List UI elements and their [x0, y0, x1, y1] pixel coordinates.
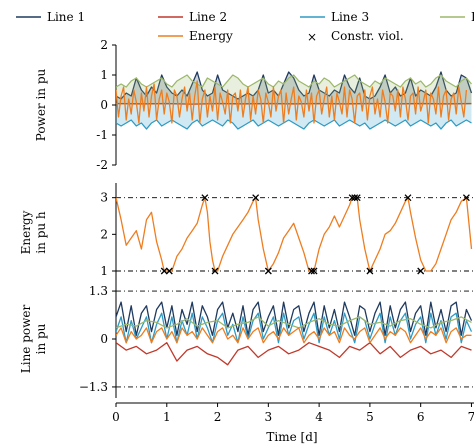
legend-label: Line 1 — [47, 10, 85, 24]
x-tick-label: 2 — [214, 410, 222, 424]
y-tick-label: 2 — [100, 38, 108, 52]
series-group — [116, 301, 473, 366]
x-tick-label: 1 — [163, 410, 171, 424]
legend-item-line-3: Line 3 — [300, 10, 369, 24]
legend-item-constr-viol: × Constr. viol. — [307, 29, 404, 44]
legend-marker-x-icon: × — [307, 30, 317, 44]
y-tick-label: 3 — [100, 191, 108, 205]
series-line-line-1 — [116, 71, 473, 100]
y-axis-label-line: in pu — [34, 323, 48, 354]
y-tick-label: 0 — [100, 332, 108, 346]
constraint-violation-marker — [348, 194, 356, 202]
legend: Line 1 Line 2 Line 3 Line 4 Energy × Constr. v… — [16, 10, 474, 44]
legend-item-line-4: Line 4 — [440, 10, 474, 24]
legend-item-line-1: Line 1 — [16, 10, 85, 24]
y-axis-label: Energyin pu h — [19, 210, 48, 254]
constraint-violation-marker — [201, 194, 209, 202]
constraint-violation-marker — [308, 267, 315, 275]
x-axis: 0 1 2 3 4 5 6 7 — [112, 402, 474, 424]
y-tick-label: 0 — [100, 98, 108, 112]
y-tick-label: 2 — [100, 227, 108, 241]
x-tick-label: 0 — [112, 410, 120, 424]
series-line-line-4 — [116, 316, 472, 329]
series-line-energy — [116, 197, 473, 272]
legend-label: Line 2 — [189, 10, 227, 24]
x-tick-label: 4 — [315, 410, 323, 424]
series-group — [116, 71, 473, 130]
constraint-violation-marker — [165, 267, 173, 275]
legend-label: Constr. viol. — [331, 29, 404, 43]
legend-item-energy: Energy — [158, 29, 233, 43]
legend-label: Line 3 — [331, 10, 369, 24]
y-tick-label: 1 — [100, 264, 108, 278]
series-line-energy — [116, 80, 468, 124]
series-line-line-2 — [116, 342, 472, 366]
x-tick-label: 3 — [265, 410, 273, 424]
y-tick-label: 1.3 — [89, 284, 108, 298]
y-axis-label-line: Line power — [19, 305, 33, 374]
y-tick-label: -1 — [96, 128, 108, 142]
x-tick-label: 7 — [468, 410, 474, 424]
y-axis-label: Line powerin pu — [19, 305, 48, 374]
y-axis-label-line: Power in pu — [34, 68, 48, 141]
constraint-violation-marker — [353, 194, 361, 202]
power-panel: -2 -1 0 1 2 Power in pu — [34, 38, 473, 172]
constraint-violation-marker — [252, 194, 260, 202]
x-axis-label: Time [d] — [266, 430, 317, 444]
x-tick-label: 5 — [366, 410, 374, 424]
constraint-violation-marker — [366, 267, 374, 275]
y-tick-label: -2 — [96, 158, 108, 172]
y-axis-label-line: Energy — [19, 210, 33, 254]
series-line-energy — [116, 327, 472, 344]
constraint-violation-marker — [310, 267, 318, 275]
line-power-panel: −1.3 0 1.3 Line powerin pu — [19, 280, 474, 398]
constraint-violation-marker — [417, 267, 425, 275]
series-line-line-3 — [116, 119, 472, 130]
energy-panel: 1 2 3 Energyin pu h — [19, 183, 474, 282]
y-tick-label: 1 — [100, 68, 108, 82]
constraint-violation-marker — [462, 194, 470, 202]
legend-item-line-2: Line 2 — [158, 10, 227, 24]
legend-label: Line 4 — [471, 10, 474, 24]
series-line-line-3 — [116, 312, 473, 344]
y-axis-label: Power in pu — [34, 68, 48, 141]
series-line-line-4 — [116, 74, 472, 88]
constraint-violation-marker — [404, 194, 412, 202]
y-axis-label-line: in pu h — [34, 211, 48, 254]
constraint-violation-marker — [160, 267, 168, 275]
series-group — [116, 194, 473, 275]
constraint-violation-marker — [351, 194, 359, 202]
x-tick-label: 6 — [417, 410, 425, 424]
series-area-line-3 — [116, 105, 472, 129]
constraint-violation-marker — [264, 267, 272, 275]
constraint-violation-marker — [211, 267, 219, 275]
y-tick-label: −1.3 — [79, 380, 108, 394]
series-line-line-2 — [116, 102, 472, 105]
legend-label: Energy — [189, 29, 233, 43]
